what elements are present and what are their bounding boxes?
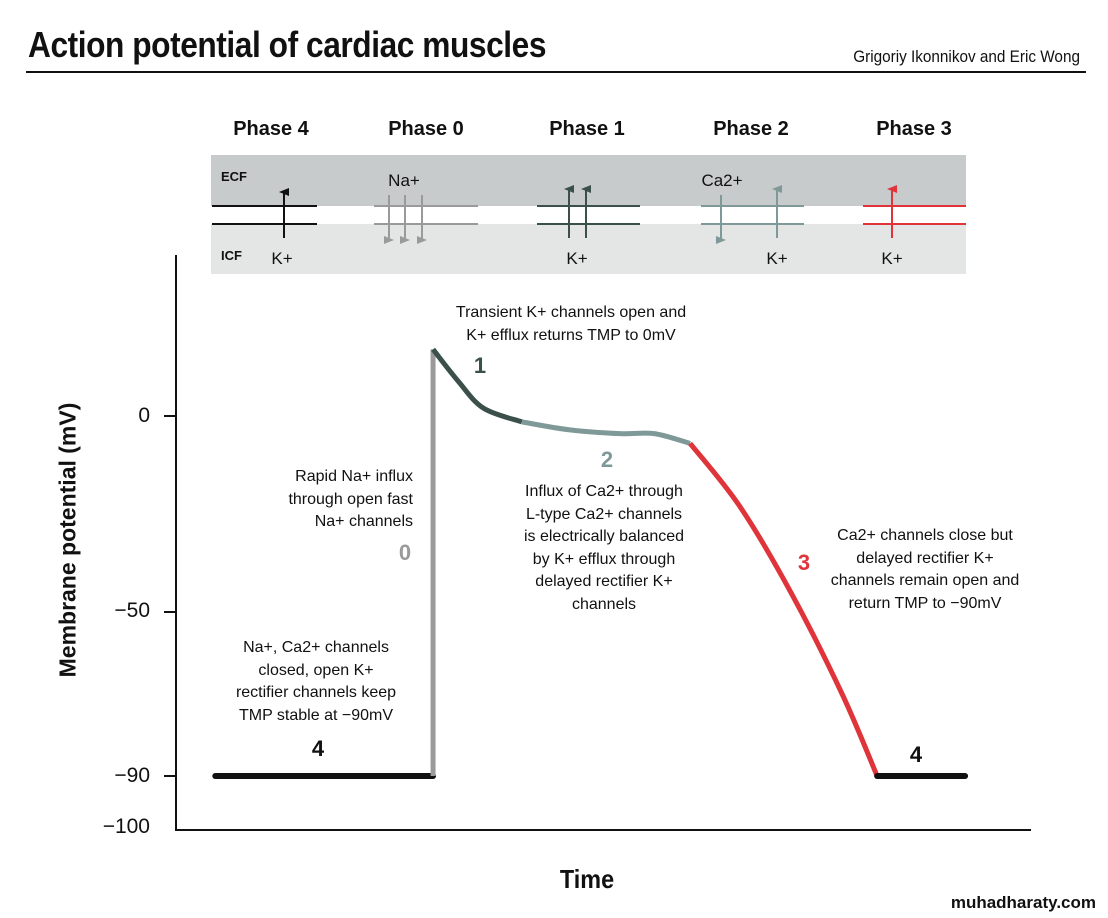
ion-label-k-phase2: K+ (766, 249, 788, 268)
phase-number-4-end: 4 (909, 742, 923, 767)
series-phase-3 (688, 441, 880, 777)
ion-label-ca-phase2: Ca2+ (701, 171, 743, 190)
y-tick-label-minus-100: −100 (102, 815, 150, 838)
ion-label-na-phase0: Na+ (388, 171, 420, 190)
authors-credit: Grigoriy Ikonnikov and Eric Wong (853, 47, 1080, 66)
phase-number-4-start: 4 (311, 736, 325, 761)
y-axis-label: Membrane potential (mV) (54, 402, 81, 678)
y-tick-label-minus-50: −50 (114, 599, 150, 622)
ion-label-k-phase1: K+ (566, 249, 588, 268)
watermark: muhadharaty.com (950, 893, 1096, 912)
phase-4-title: Phase 4 (233, 118, 309, 140)
phase-3-title: Phase 3 (876, 118, 952, 140)
page-title: Action potential of cardiac muscles (28, 24, 547, 65)
x-axis-label: Time (559, 864, 615, 894)
header-divider (26, 71, 1086, 73)
phase-number-0: 0 (398, 540, 412, 565)
phase-1-title: Phase 1 (549, 118, 625, 140)
icf-label: ICF (221, 248, 242, 263)
ion-label-k-phase3: K+ (881, 249, 903, 268)
phase-0-title: Phase 0 (388, 118, 464, 140)
phase-number-2: 2 (600, 447, 614, 472)
annotation-phase-4: Na+, Ca2+ channels closed, open K+ recti… (235, 639, 397, 724)
y-tick-label-0: 0 (138, 404, 150, 427)
phase-number-3: 3 (797, 550, 811, 575)
phase-2-title: Phase 2 (713, 118, 789, 140)
phase-number-1: 1 (473, 353, 487, 378)
annotation-phase-0: Rapid Na+ influx through open fast Na+ c… (288, 468, 413, 530)
annotation-phase-1: Transient K+ channels open and K+ efflux… (455, 304, 687, 344)
icf-region (211, 224, 966, 274)
ion-label-k-phase4: K+ (271, 249, 293, 268)
annotation-phase-3: Ca2+ channels close but delayed rectifie… (830, 527, 1020, 612)
series-phase-1 (431, 347, 523, 425)
series-phase-2 (521, 419, 691, 446)
annotation-phase-2: Influx of Ca2+ through L-type Ca2+ chann… (523, 483, 685, 613)
ecf-region (211, 155, 966, 206)
y-tick-label-minus-90: −90 (114, 764, 150, 787)
ecf-label: ECF (221, 169, 247, 184)
